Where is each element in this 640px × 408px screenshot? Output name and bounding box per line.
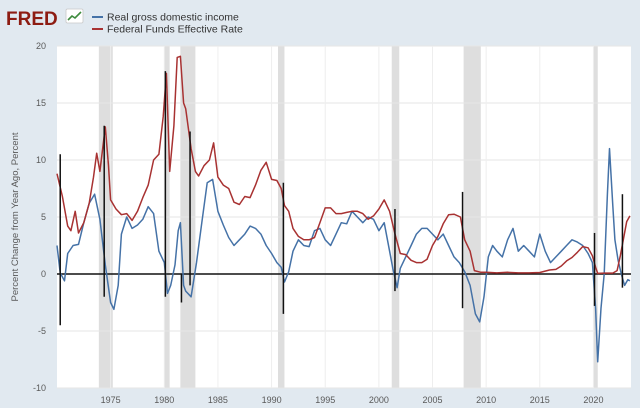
gridlines	[57, 45, 631, 389]
x-tick-label: 2005	[422, 395, 442, 405]
series-line-fed-funds-rate	[56, 55, 631, 275]
x-tick-label: 2000	[369, 395, 389, 405]
y-axis-label: Percent Change from Year Ago, Percent	[10, 132, 21, 301]
x-tick-label: 2015	[530, 395, 550, 405]
legend-entry: Real gross domestic income	[107, 12, 239, 24]
fred-logo-text: FRED	[6, 9, 58, 30]
x-tick-label: 1995	[315, 395, 335, 405]
series-line-real-gdi	[56, 147, 631, 363]
y-tick-label: 20	[36, 41, 46, 51]
x-tick-label: 2010	[476, 395, 496, 405]
y-axis-label-group: Percent Change from Year Ago, Percent	[10, 132, 21, 301]
y-tick-label: -10	[33, 383, 46, 393]
x-tick-label: 1975	[101, 395, 121, 405]
x-tick-label: 2020	[583, 395, 603, 405]
y-tick-label: 10	[36, 155, 46, 165]
series-lines	[56, 55, 631, 363]
annotation-lines	[59, 71, 624, 326]
y-tick-label: 5	[41, 212, 46, 222]
y-tick-label: -5	[38, 326, 46, 336]
x-tick-label: 1980	[154, 395, 174, 405]
y-axis-ticks: -10 -5 0 5 10 15 20	[33, 41, 46, 393]
fred-chart-icon	[65, 8, 84, 24]
y-tick-label: 0	[41, 269, 46, 279]
x-tick-label: 1990	[262, 395, 282, 405]
fred-logo[interactable]: FRED	[6, 8, 84, 30]
y-tick-label: 15	[36, 98, 46, 108]
x-axis-ticks: 1975 1980 1985 1990 1995 2000 2005 2010 2015 2020	[101, 395, 604, 405]
legend-entry: Federal Funds Effective Rate	[107, 24, 243, 36]
x-tick-label: 1985	[208, 395, 228, 405]
